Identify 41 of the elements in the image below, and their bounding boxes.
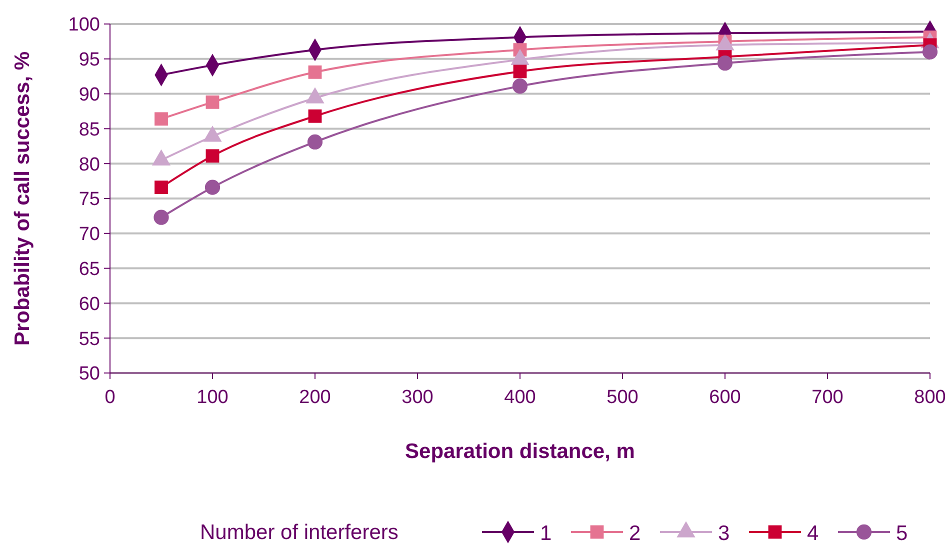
- y-tick-label: 95: [78, 50, 100, 71]
- point: [308, 65, 322, 79]
- x-tick-label: 200: [299, 387, 331, 408]
- legend-label: 5: [896, 522, 908, 545]
- legend-label: 1: [540, 522, 552, 545]
- y-tick-label: 80: [78, 154, 100, 176]
- point: [717, 56, 733, 71]
- y-tick-label: 75: [78, 189, 100, 210]
- point: [307, 134, 323, 150]
- x-axis-title: Separation distance, m: [405, 440, 635, 463]
- point: [308, 109, 322, 123]
- point: [206, 149, 220, 163]
- point: [206, 95, 220, 109]
- y-tick-label: 90: [78, 84, 100, 106]
- y-tick-label: 85: [78, 119, 100, 140]
- legend-label: 3: [718, 522, 730, 545]
- legend-label: 4: [807, 522, 819, 545]
- y-axis-title: Probability of call success, %: [11, 51, 34, 346]
- point: [154, 112, 168, 126]
- point: [154, 210, 169, 225]
- y-tick-label: 70: [78, 224, 100, 246]
- y-tick-label: 55: [78, 328, 100, 350]
- legend-title: Number of interferers: [200, 521, 398, 544]
- point: [512, 78, 528, 94]
- point: [204, 180, 220, 195]
- point: [922, 44, 938, 60]
- x-tick-label: 400: [504, 387, 536, 408]
- x-tick-label: 100: [196, 387, 228, 408]
- y-tick-label: 100: [68, 14, 100, 36]
- x-tick-label: 300: [402, 387, 434, 408]
- x-tick-label: 600: [709, 387, 741, 408]
- x-tick-label: 800: [914, 387, 946, 408]
- y-tick-label: 65: [78, 258, 100, 280]
- x-tick-label: 700: [812, 387, 844, 408]
- y-tick-label: 60: [78, 294, 100, 315]
- y-tick-label: 50: [78, 364, 100, 385]
- x-tick-label: 0: [104, 387, 116, 408]
- point: [513, 64, 527, 78]
- x-tick-label: 500: [606, 387, 638, 408]
- legend-label: 2: [629, 522, 641, 545]
- point: [154, 180, 168, 194]
